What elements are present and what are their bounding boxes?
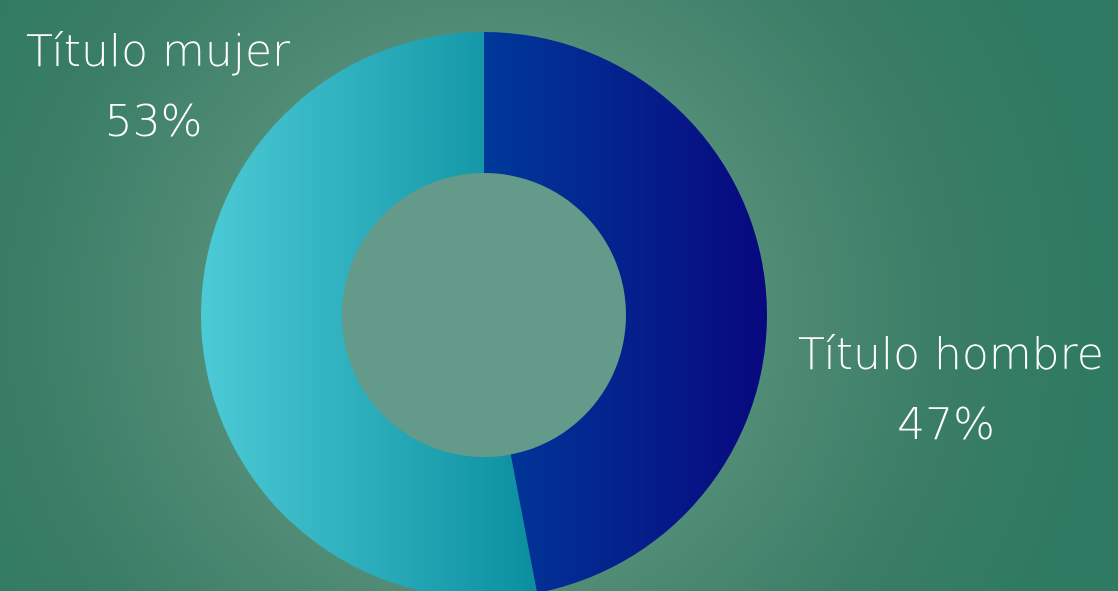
- slice-label-hombre: Título hombre 47%: [798, 329, 1104, 450]
- slice-label-mujer: Título mujer 53%: [26, 26, 291, 147]
- slice-label-hombre-percent: 47%: [897, 399, 995, 450]
- slice-label-hombre-name: Título hombre: [798, 329, 1104, 380]
- slice-label-mujer-percent: 53%: [104, 96, 203, 147]
- donut-hole: [342, 173, 626, 457]
- slice-label-mujer-name: Título mujer: [26, 26, 291, 77]
